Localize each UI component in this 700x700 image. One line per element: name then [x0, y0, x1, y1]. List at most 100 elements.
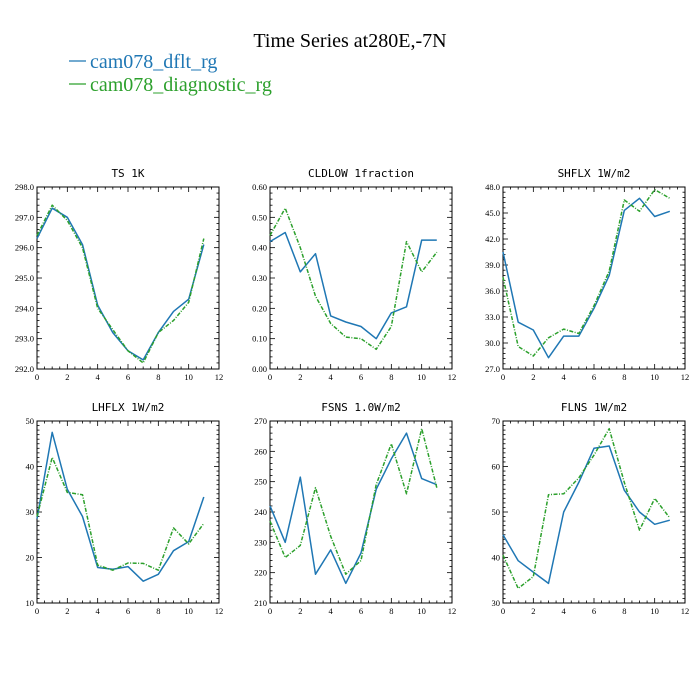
x-tick-label: 2 [298, 606, 302, 616]
y-tick-label: 293.0 [15, 334, 34, 344]
y-tick-label: 50 [26, 416, 35, 426]
y-tick-label: 20 [26, 553, 35, 563]
y-tick-label: 30 [492, 598, 501, 608]
y-tick-label: 0.00 [252, 364, 267, 374]
y-tick-label: 250 [254, 477, 267, 487]
x-tick-label: 0 [35, 372, 39, 382]
y-tick-label: 240 [254, 507, 267, 517]
y-tick-label: 230 [254, 537, 267, 547]
y-tick-label: 40 [26, 462, 35, 472]
x-tick-label: 8 [622, 372, 626, 382]
x-tick-label: 12 [448, 372, 457, 382]
series-line-diagnostic [269, 207, 438, 351]
series-line-diagnostic [502, 427, 671, 590]
y-tick-label: 0.10 [252, 334, 267, 344]
x-tick-label: 2 [65, 372, 69, 382]
y-tick-label: 30.0 [485, 338, 500, 348]
plot-frame [502, 186, 686, 370]
x-tick-label: 0 [501, 606, 505, 616]
series-line-diagnostic [502, 188, 671, 357]
series-line-dflt [36, 431, 205, 582]
x-tick-label: 4 [96, 606, 101, 616]
series-line-dflt [502, 445, 670, 585]
x-tick-label: 8 [156, 606, 160, 616]
x-tick-label: 0 [35, 606, 39, 616]
x-tick-label: 8 [622, 606, 626, 616]
x-tick-label: 10 [417, 606, 426, 616]
y-tick-label: 0.60 [252, 182, 267, 192]
y-tick-label: 30 [26, 507, 35, 517]
x-tick-label: 4 [329, 372, 334, 382]
series-line-diagnostic [36, 204, 205, 364]
x-tick-label: 6 [126, 372, 130, 382]
series-line-diagnostic [36, 456, 205, 571]
x-tick-label: 10 [417, 372, 426, 382]
series-line-dflt [269, 432, 438, 585]
panel-2: CLDLOW 1fraction 0 2 4 6 8 10 12 0.00 0.10 0.20 0.3… [252, 167, 456, 382]
plot-frame [269, 186, 453, 370]
y-tick-label: 260 [254, 446, 267, 456]
x-tick-label: 4 [96, 372, 101, 382]
x-tick-label: 6 [592, 372, 596, 382]
x-tick-label: 4 [562, 606, 567, 616]
plot-frame [36, 420, 220, 604]
x-tick-label: 0 [268, 372, 272, 382]
x-tick-label: 2 [298, 372, 302, 382]
panel-title: FLNS 1W/m2 [561, 401, 627, 414]
series-line-dflt [502, 197, 671, 359]
y-tick-label: 210 [254, 598, 267, 608]
x-tick-label: 6 [592, 606, 596, 616]
x-tick-label: 12 [681, 606, 690, 616]
x-tick-label: 6 [126, 606, 130, 616]
panel-title: TS 1K [111, 167, 144, 180]
series-line-dflt [269, 231, 437, 340]
figure-title: Time Series at280E,-7N [253, 30, 446, 52]
y-tick-label: 39.0 [485, 260, 500, 270]
y-tick-label: 10 [26, 598, 35, 608]
plot-frame [269, 420, 453, 604]
x-tick-label: 10 [184, 372, 193, 382]
panel-6: FLNS 1W/m2 0 2 4 6 8 10 12 30 40 50 60 70 [492, 401, 690, 616]
x-tick-label: 12 [681, 372, 690, 382]
y-tick-label: 40 [492, 553, 501, 563]
y-tick-label: 60 [492, 462, 501, 472]
x-tick-label: 12 [215, 606, 224, 616]
panel-title: SHFLX 1W/m2 [558, 167, 631, 180]
y-tick-label: 298.0 [15, 182, 34, 192]
y-tick-label: 296.0 [15, 243, 34, 253]
x-tick-label: 10 [184, 606, 193, 616]
legend-label-diagnostic: cam078_diagnostic_rg [90, 74, 272, 96]
y-tick-label: 42.0 [485, 234, 500, 244]
y-tick-label: 48.0 [485, 182, 500, 192]
plot-frame [36, 186, 220, 370]
x-tick-label: 2 [531, 606, 535, 616]
y-tick-label: 27.0 [485, 364, 500, 374]
panels: TS 1K 0 2 4 6 8 10 12 292.0 293.0 294.0 295.0 296.0 2… [15, 167, 689, 616]
panel-1: TS 1K 0 2 4 6 8 10 12 292.0 293.0 294.0 295.0 296.0 2… [15, 167, 223, 382]
x-tick-label: 4 [562, 372, 567, 382]
y-tick-label: 294.0 [15, 303, 34, 313]
panel-title: CLDLOW 1fraction [308, 167, 414, 180]
y-tick-label: 0.30 [252, 273, 267, 283]
y-tick-label: 0.40 [252, 243, 267, 253]
x-tick-label: 12 [448, 606, 457, 616]
x-tick-label: 2 [531, 372, 535, 382]
y-tick-label: 270 [254, 416, 267, 426]
y-tick-label: 220 [254, 568, 267, 578]
y-tick-label: 297.0 [15, 212, 34, 222]
panel-title: LHFLX 1W/m2 [92, 401, 165, 414]
x-tick-label: 12 [215, 372, 224, 382]
x-tick-label: 10 [650, 372, 659, 382]
y-tick-label: 36.0 [485, 286, 500, 296]
x-tick-label: 8 [389, 372, 393, 382]
y-tick-label: 33.0 [485, 312, 500, 322]
y-tick-label: 50 [492, 507, 501, 517]
x-tick-label: 4 [329, 606, 334, 616]
legend: cam078_dflt_rg cam078_diagnostic_rg [69, 51, 272, 96]
x-tick-label: 0 [501, 372, 505, 382]
series-line-dflt [36, 207, 205, 361]
x-tick-label: 0 [268, 606, 272, 616]
panel-5: FSNS 1.0W/m2 0 2 4 6 8 10 12 210 220 230 240 250 260 2… [254, 401, 456, 616]
x-tick-label: 6 [359, 606, 363, 616]
